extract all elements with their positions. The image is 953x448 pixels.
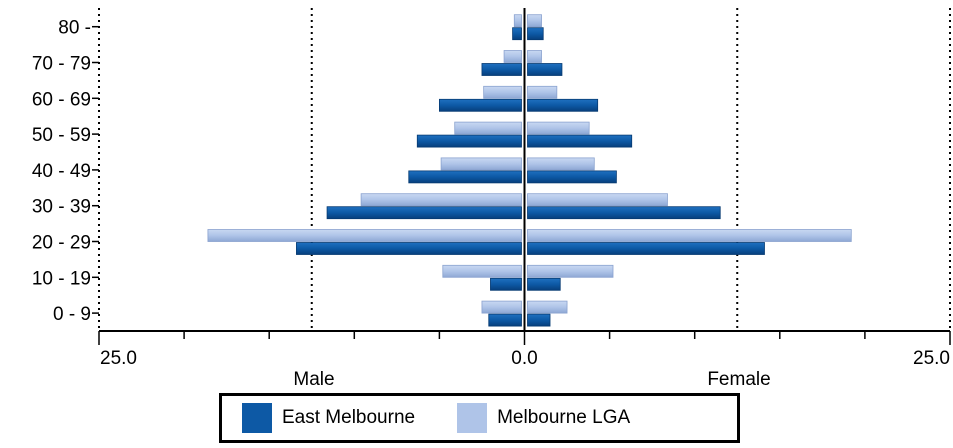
bar-male-melbourne-lga-8: [513, 14, 522, 28]
bar-female-east-melbourne-2: [527, 242, 765, 255]
bar-female-melbourne-lga-2: [527, 229, 852, 242]
bar-female-melbourne-lga-7: [527, 50, 542, 63]
x-tick-label-1: 0.0: [511, 348, 537, 369]
bar-female-east-melbourne-4: [527, 170, 617, 184]
bar-male-melbourne-lga-5: [454, 121, 522, 135]
bar-female-east-melbourne-1: [527, 277, 561, 291]
legend-item-melbourne-lga: Melbourne LGA: [457, 403, 630, 433]
legend: East Melbourne Melbourne LGA: [219, 393, 740, 443]
bar-female-melbourne-lga-5: [527, 121, 590, 135]
bar-male-east-melbourne-1: [490, 277, 522, 291]
bar-male-melbourne-lga-6: [483, 85, 522, 99]
x-tick-label-0: 25.0: [100, 348, 137, 369]
y-tick-label-6: 60 - 69: [32, 89, 91, 110]
bar-male-east-melbourne-8: [512, 27, 522, 41]
bar-male-melbourne-lga-3: [360, 193, 522, 207]
bar-male-melbourne-lga-2: [207, 229, 522, 242]
bar-male-melbourne-lga-4: [440, 157, 522, 171]
bar-female-east-melbourne-3: [527, 206, 721, 220]
bar-female-melbourne-lga-8: [527, 14, 542, 28]
x-axis-title-female: Female: [707, 369, 770, 390]
bar-male-east-melbourne-0: [488, 313, 522, 327]
bar-male-east-melbourne-4: [408, 170, 522, 184]
x-axis-title-male: Male: [293, 369, 334, 390]
y-tick-label-8: 80 -: [58, 18, 91, 39]
bar-female-melbourne-lga-1: [527, 264, 614, 278]
bar-female-east-melbourne-8: [527, 27, 544, 41]
bar-female-melbourne-lga-3: [527, 193, 668, 207]
bar-female-east-melbourne-7: [527, 63, 563, 76]
bar-male-east-melbourne-2: [296, 242, 522, 255]
y-tick-label-7: 70 - 79: [32, 54, 91, 75]
y-tick-label-4: 40 - 49: [32, 161, 91, 182]
legend-swatch-east-melbourne: [242, 403, 272, 433]
bar-male-east-melbourne-7: [481, 63, 522, 76]
legend-label-east-melbourne: East Melbourne: [282, 407, 416, 428]
bar-male-melbourne-lga-7: [503, 50, 522, 63]
bar-male-east-melbourne-3: [326, 206, 522, 220]
legend-swatch-melbourne-lga: [457, 403, 488, 433]
legend-item-east-melbourne: East Melbourne: [242, 403, 415, 433]
labels: 0 - 9 10 - 19 20 - 29 30 - 39 40 - 49 50 - 59…: [32, 18, 950, 390]
bar-female-melbourne-lga-4: [527, 157, 595, 171]
bar-male-melbourne-lga-0: [481, 300, 522, 314]
x-tick-label-2: 25.0: [913, 348, 950, 369]
y-tick-label-5: 50 - 59: [32, 125, 91, 146]
axes: [92, 8, 951, 345]
bars: [207, 14, 852, 327]
bar-male-melbourne-lga-1: [442, 264, 522, 278]
bar-female-east-melbourne-5: [527, 134, 633, 148]
bar-female-east-melbourne-6: [527, 98, 599, 112]
y-tick-label-1: 10 - 19: [32, 268, 91, 289]
y-tick-label-2: 20 - 29: [32, 233, 91, 254]
y-tick-label-3: 30 - 39: [32, 197, 91, 218]
bar-male-east-melbourne-5: [416, 134, 522, 148]
bar-male-east-melbourne-6: [438, 98, 522, 112]
legend-label-melbourne-lga: Melbourne LGA: [497, 407, 631, 428]
bar-female-east-melbourne-0: [527, 313, 551, 327]
bar-female-melbourne-lga-0: [527, 300, 568, 314]
y-tick-label-0: 0 - 9: [53, 304, 91, 325]
bar-female-melbourne-lga-6: [527, 85, 558, 99]
